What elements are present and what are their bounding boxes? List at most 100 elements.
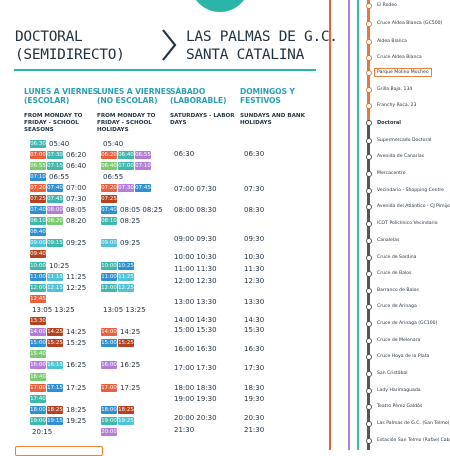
departure-badge: 12:15 <box>47 283 63 292</box>
timetable-column: 05:40 06:20 06:40 06:55 06:40 07:00 07:10 06:55… <box>101 138 163 438</box>
departure-badge: 17:00 <box>30 383 46 392</box>
stop-marker <box>365 338 372 344</box>
departure-time: 19:25 <box>66 416 87 425</box>
departure-badge: 07:40 <box>101 206 117 215</box>
timetable-row: 06:40 07:00 07:10 <box>101 160 163 171</box>
timetable-row: 06:55 <box>101 171 163 182</box>
departure-badge: 10:25 <box>118 261 134 270</box>
departure-time: 18:30 <box>244 384 265 392</box>
stop-marker <box>365 39 372 45</box>
departure-badge: 16:00 <box>101 361 117 370</box>
departure-time: 17:25 <box>66 383 87 392</box>
departure-time: 13:05 13:25 <box>103 305 146 314</box>
departure-badge: 08:20 <box>47 217 63 226</box>
timetable-row: 12:00 12:25 <box>101 282 163 293</box>
departure-badge: 06:55 <box>30 161 46 170</box>
stop-marker <box>365 354 372 360</box>
departure-time: 12:30 <box>244 277 265 285</box>
departure-time: 08:05 08:25 <box>120 206 163 215</box>
stop-label: Cruce de Sardina <box>377 255 417 260</box>
departure-badge: 16:40 <box>30 372 46 381</box>
departure-badge: 09:00 <box>30 239 46 248</box>
timetable-row: 16:40 <box>30 371 86 382</box>
departure-badge: 17:15 <box>47 383 63 392</box>
stop-label: Grilla Baja, 134 <box>377 87 413 92</box>
departure-badge: 15:40 <box>30 350 46 359</box>
stop-label: Avenida de Canarias <box>377 154 425 159</box>
timetable-row: 12:45 <box>30 293 86 304</box>
departure-badge: 11:15 <box>47 272 63 281</box>
departure-badge: 07:45 <box>135 183 151 192</box>
timetable-row: 15:00 15:25 15:25 <box>30 338 86 349</box>
departure-badge: 07:30 <box>47 150 63 159</box>
departure-badge: 09:40 <box>30 250 46 259</box>
stop-label: Cruce Hoya de la Plata <box>377 354 430 359</box>
departure-time: 16:25 <box>120 361 141 370</box>
timetable-row: 18:00 18:25 18:25 <box>30 404 86 415</box>
timetable-row: 08:10 08:25 <box>101 216 163 227</box>
departure-badge: 13:30 <box>30 317 46 326</box>
chevron-right-icon <box>162 29 177 61</box>
timetable-row <box>101 393 163 404</box>
timetable-row: 12:00 12:15 12:25 <box>30 282 86 293</box>
departure-time: 16:00 16:30 <box>174 345 217 353</box>
stop-label: Mercacentro <box>377 171 406 176</box>
timetable-row: 09:40 <box>30 249 86 260</box>
timetable-row <box>101 227 163 238</box>
departure-time: 05:40 <box>103 139 124 148</box>
stop-marker <box>365 138 372 144</box>
departure-time: 07:30 <box>66 195 87 204</box>
departure-time: 07:00 <box>66 183 87 192</box>
route-branch-line <box>348 0 350 450</box>
departure-badge: 07:00 <box>30 150 46 159</box>
stop-marker <box>365 103 372 109</box>
departure-badge: 11:00 <box>30 272 46 281</box>
departure-time: 16:25 <box>66 361 87 370</box>
departure-badge: 12:25 <box>118 283 134 292</box>
stop-label: ICOT Policlínico Vecindario <box>377 221 438 226</box>
stop-marker <box>365 70 372 76</box>
stop-label: Parque Molino Mocheo <box>374 68 432 77</box>
timetable-row: 20:00 <box>101 426 163 437</box>
departure-time: 09:25 <box>120 239 141 248</box>
departure-time: 06:55 <box>103 172 124 181</box>
timetable-row <box>101 249 163 260</box>
departure-badge: 19:25 <box>118 416 134 425</box>
departure-badge: 07:10 <box>135 161 151 170</box>
departure-badge: 11:00 <box>101 272 117 281</box>
departure-time: 20:15 <box>32 427 53 436</box>
departure-badge: 07:45 <box>47 195 63 204</box>
stop-label: San Cristóbal <box>377 371 408 376</box>
departure-badge: 08:10 <box>30 217 46 226</box>
stop-marker <box>365 171 372 177</box>
departure-time: 11:30 <box>244 265 265 273</box>
column-subheading: SATURDAYS - LABOR DAYS <box>170 113 235 126</box>
departure-badge: 19:00 <box>30 416 46 425</box>
column-heading: DOMINGOS Y FESTIVOS <box>240 87 295 105</box>
departure-badge: 19:15 <box>47 416 63 425</box>
departure-badge: 06:40 <box>118 150 134 159</box>
timetable-row <box>101 316 163 327</box>
timetable-row: 07:00 07:30 06:20 <box>30 149 86 160</box>
departure-time: 14:25 <box>120 328 141 337</box>
stop-marker <box>365 371 372 377</box>
timetable-row: 10:00 10:25 <box>101 260 163 271</box>
departure-time: 18:25 <box>66 405 87 414</box>
departure-badge: 06:40 <box>101 161 117 170</box>
departure-badge: 16:15 <box>47 361 63 370</box>
departure-time: 10:00 10:30 <box>174 253 217 261</box>
departure-time: 11:25 <box>66 272 87 281</box>
timetable-row: 07:40 08:05 08:25 <box>101 205 163 216</box>
timetable-row: 13:05 13:25 <box>101 304 163 315</box>
timetable-row: 16:00 16:15 16:25 <box>30 360 86 371</box>
timetable-row: 13:30 <box>30 316 86 327</box>
stop-marker <box>365 255 372 261</box>
departure-badge: 07:20 <box>30 183 46 192</box>
stop-label: Cruce de Arinaga (GC100) <box>377 321 438 326</box>
departure-badge: 06:20 <box>101 150 117 159</box>
departure-time: 09:30 <box>244 235 265 243</box>
departure-badge: 18:25 <box>118 405 134 414</box>
stop-label: Lady Harimaguada <box>377 388 421 393</box>
stop-label: Barranco de Balos <box>377 288 419 293</box>
departure-time: 15:00 15:30 <box>174 326 217 334</box>
